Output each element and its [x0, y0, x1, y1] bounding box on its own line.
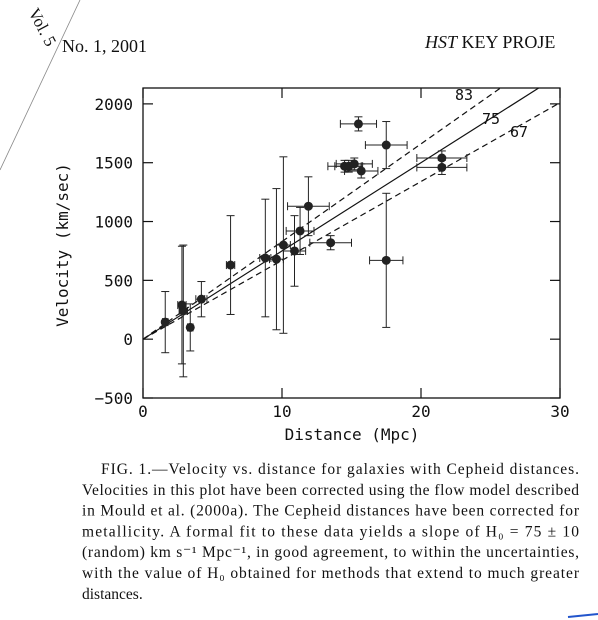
data-point [353, 119, 363, 129]
data-point [295, 226, 305, 236]
data-point [290, 246, 300, 256]
data-point [437, 162, 447, 172]
issue: No. 1, 2001 [62, 36, 147, 56]
journal-italic: HST [424, 32, 459, 52]
y-tick-label: 500 [104, 271, 133, 290]
data-point [260, 253, 270, 263]
journal: HST KEY PROJE [424, 32, 555, 52]
scan-artifact [0, 0, 81, 171]
caption-line: Velocities in this plot have been correc… [82, 482, 579, 499]
data-point [196, 294, 206, 304]
y-tick-label: 0 [123, 330, 133, 349]
data-point [381, 255, 391, 265]
caption-line: in Mould et al. (2000a). The Cepheid dis… [82, 503, 580, 520]
data-point [160, 317, 170, 327]
y-tick-label: 2000 [94, 95, 133, 114]
journal-rest: KEY PROJE [462, 32, 556, 52]
data-point [178, 306, 188, 316]
data-point [349, 159, 359, 169]
fit-label: 83 [455, 86, 473, 104]
caption-line: (random) km s⁻¹ Mpc⁻¹, in good agreement… [82, 544, 579, 561]
fit-line [143, 88, 540, 340]
caption-line: with the value of H₀ obtained for method… [82, 565, 580, 582]
fit-line [143, 88, 502, 340]
caption-line: metallicity. A formal fit to these data … [82, 523, 579, 540]
fit-line [143, 102, 560, 340]
pen-mark [567, 613, 598, 618]
y-axis-label: Velocity (km/sec) [53, 163, 72, 327]
plot-area [143, 88, 560, 378]
fit-label: 67 [510, 123, 528, 141]
y-tick-label: 1500 [94, 154, 133, 173]
data-point [356, 166, 366, 176]
data-point [271, 254, 281, 264]
volume: Vol. 5 [24, 5, 60, 50]
caption: FIG. 1.—Velocity vs. distance for galaxi… [82, 461, 580, 603]
caption-line: distances. [82, 586, 143, 603]
data-point [278, 240, 288, 250]
x-axis-label: Distance (Mpc) [285, 425, 420, 444]
data-point [326, 238, 336, 248]
x-tick-label: 30 [550, 402, 569, 421]
plot-frame [142, 87, 561, 399]
data-point [381, 140, 391, 150]
data-point [226, 260, 236, 270]
caption-line: FIG. 1.—Velocity vs. distance for galaxi… [101, 461, 579, 478]
x-tick-label: 20 [411, 402, 430, 421]
y-tick-label: −500 [94, 389, 133, 408]
fit-label: 75 [482, 110, 500, 128]
x-tick-label: 10 [272, 402, 291, 421]
data-point [303, 201, 313, 211]
y-tick-label: 1000 [94, 213, 133, 232]
data-point [185, 322, 195, 332]
x-tick-label: 0 [138, 402, 148, 421]
